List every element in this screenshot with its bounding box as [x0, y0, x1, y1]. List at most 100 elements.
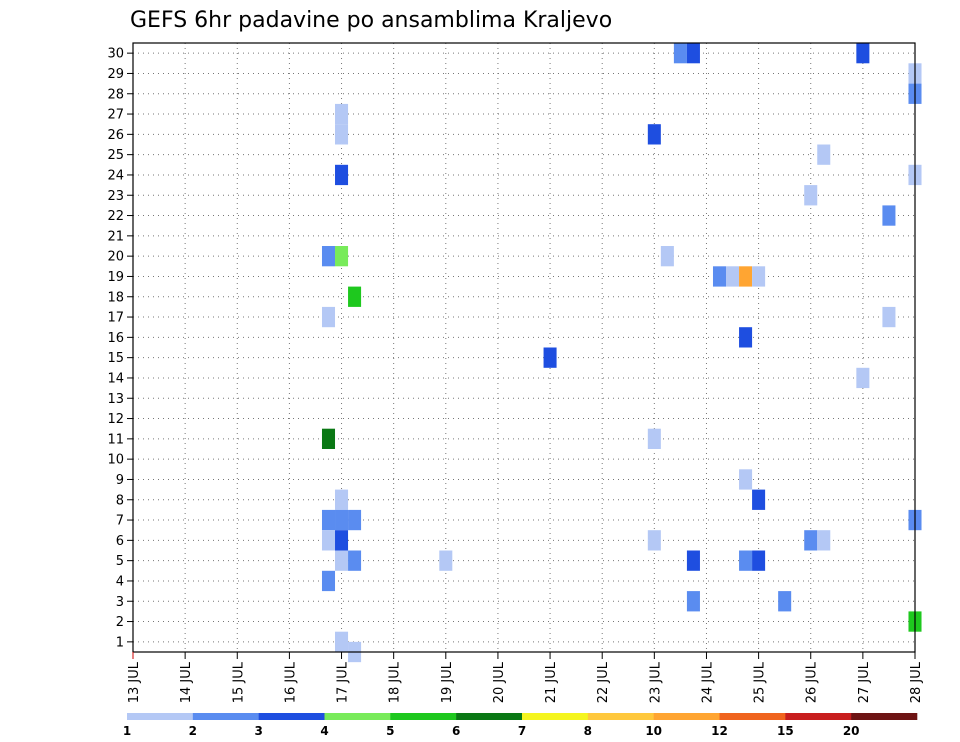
y-tick-label: 12 [107, 412, 124, 427]
precip-cell [335, 103, 349, 125]
y-tick-label: 1 [116, 635, 124, 650]
precip-cell [712, 266, 727, 287]
precip-cell [778, 591, 792, 612]
precip-cell [335, 550, 349, 571]
y-tick-label: 7 [116, 514, 124, 529]
x-tick-label: 14 JUL [179, 661, 194, 703]
colorbar-label: 20 [843, 724, 860, 738]
chart-title: GEFS 6hr padavine po ansamblima Kraljevo [130, 8, 612, 33]
precip-cell [335, 489, 349, 510]
colorbar-swatch [456, 713, 523, 720]
x-tick-label: 18 JUL [388, 661, 403, 703]
precip-cell [804, 185, 818, 206]
y-tick-label: 21 [107, 229, 124, 244]
y-tick-label: 26 [107, 128, 124, 143]
precip-cell [686, 591, 700, 612]
precip-cell [439, 550, 453, 571]
y-tick-label: 22 [107, 209, 124, 224]
precip-cell [752, 550, 766, 571]
x-tick-label: 22 JUL [596, 661, 611, 703]
x-tick-label: 13 JUL [127, 661, 142, 703]
x-tick-label: 28 JUL [909, 661, 924, 703]
x-tick-label: 24 JUL [700, 661, 715, 703]
precip-cell [804, 530, 818, 551]
precip-cell [321, 509, 336, 531]
precip-cell [321, 306, 336, 328]
x-tick-label: 17 JUL [336, 661, 351, 703]
precip-cell [543, 347, 557, 368]
colorbar-swatch [192, 713, 259, 720]
colorbar-label: 12 [711, 724, 728, 738]
precip-cell [739, 327, 753, 348]
precip-cell [817, 144, 831, 165]
colorbar-label: 8 [584, 724, 592, 738]
precip-cell [321, 570, 336, 592]
precip-cell [647, 428, 661, 449]
precip-cell [686, 43, 700, 64]
y-tick-label: 30 [107, 47, 124, 62]
precip-cell [647, 124, 661, 145]
y-tick-label: 29 [107, 67, 124, 82]
colorbar: 1 2 3 4 5 6 7 8 10 12 15 20 [123, 713, 918, 738]
y-tick-label: 23 [107, 189, 124, 204]
ensemble-cells [321, 43, 922, 663]
precip-cell [817, 530, 831, 551]
precip-cell [335, 124, 349, 145]
y-tick-label: 3 [116, 595, 124, 610]
colorbar-swatch [785, 713, 852, 720]
precip-cell [726, 266, 740, 287]
plot-frame [132, 42, 916, 653]
x-tick-label: 27 JUL [857, 661, 872, 703]
precip-cell [335, 530, 349, 551]
precip-cell [335, 246, 349, 267]
precip-cell [321, 428, 336, 449]
y-tick-label: 13 [107, 392, 124, 407]
x-axis: 13 JUL 14 JUL 15 JUL 16 JUL 17 JUL 18 JUL 19 J… [127, 652, 924, 703]
precip-cell [686, 550, 700, 571]
precip-cell [882, 205, 896, 226]
y-tick-label: 15 [107, 351, 124, 366]
y-tick-label: 16 [107, 331, 124, 346]
y-tick-label: 10 [107, 453, 124, 468]
y-tick-label: 4 [116, 574, 124, 589]
colorbar-label: 2 [189, 724, 197, 738]
precip-cell [752, 489, 766, 510]
y-tick-label: 25 [107, 148, 124, 163]
precip-cell [335, 509, 349, 531]
colorbar-swatch [653, 713, 720, 720]
colorbar-label: 1 [123, 724, 131, 738]
colorbar-label: 7 [518, 724, 526, 738]
colorbar-swatch [258, 713, 325, 720]
y-tick-label: 5 [116, 554, 124, 569]
x-tick-label: 23 JUL [648, 661, 663, 703]
precip-cell [348, 509, 362, 531]
precip-cell [739, 550, 753, 571]
y-tick-label: 11 [107, 432, 124, 447]
colorbar-label: 6 [452, 724, 460, 738]
x-tick-label: 19 JUL [440, 661, 455, 703]
y-tick-label: 9 [116, 473, 124, 488]
precip-cell [752, 266, 766, 287]
y-tick-label: 19 [107, 270, 124, 285]
y-tick-label: 24 [107, 168, 124, 183]
precip-cell [335, 164, 349, 186]
precip-cell [856, 367, 870, 389]
y-tick-label: 17 [107, 311, 124, 326]
x-tick-label: 25 JUL [753, 661, 768, 703]
precip-cell [321, 246, 336, 267]
precip-cell [348, 550, 362, 571]
precip-cell [856, 43, 870, 64]
y-tick-label: 8 [116, 493, 124, 508]
y-tick-label: 6 [116, 534, 124, 549]
colorbar-swatch [324, 713, 391, 720]
colorbar-label: 15 [777, 724, 794, 738]
x-tick-label: 21 JUL [544, 661, 559, 703]
colorbar-swatch [587, 713, 654, 720]
y-tick-label: 2 [116, 615, 124, 630]
y-tick-label: 14 [107, 371, 124, 386]
colorbar-label: 5 [386, 724, 394, 738]
x-tick-label: 26 JUL [805, 661, 820, 703]
precip-cell [647, 530, 661, 551]
grid [132, 43, 916, 652]
